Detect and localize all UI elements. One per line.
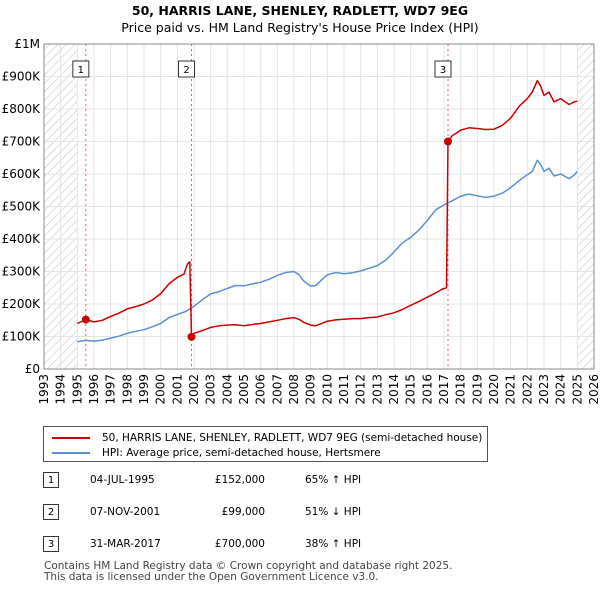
footer-copyright: Contains HM Land Registry data © Crown c… — [44, 560, 453, 572]
x-tick-label: 2010 — [320, 374, 334, 405]
sale-hpi-change: 38% ↑ HPI — [305, 538, 362, 550]
sale-badge-box — [72, 60, 90, 78]
sale-point — [81, 315, 90, 324]
x-tick-label: 2011 — [337, 374, 351, 405]
sale-badge-label: 1 — [78, 65, 84, 76]
x-tick-label: 2016 — [420, 374, 434, 405]
sale-price: £99,000 — [221, 506, 265, 518]
x-tick-label: 1996 — [87, 374, 101, 405]
x-tick-label: 2006 — [254, 374, 268, 405]
sale-badge-box — [178, 60, 195, 78]
x-tick-label: 2022 — [520, 374, 534, 405]
legend-label-property: 50, HARRIS LANE, SHENLEY, RADLETT, WD7 9… — [102, 432, 483, 444]
x-tick-label: 2004 — [220, 374, 234, 405]
x-tick-label: 2021 — [504, 374, 518, 405]
sale-date: 04-JUL-1995 — [90, 474, 155, 486]
table-row: 3 31-MAR-2017 £700,000 38% ↑ HPI — [43, 536, 563, 554]
chart-subtitle: Price paid vs. HM Land Registry's House … — [121, 20, 478, 35]
x-tick-label: 2000 — [154, 374, 168, 405]
sale-date: 07-NOV-2001 — [90, 506, 161, 518]
sale-price: £152,000 — [214, 474, 265, 486]
x-tick-label: 1995 — [70, 374, 84, 405]
sale-point — [187, 332, 196, 341]
x-tick-label: 2003 — [204, 374, 218, 405]
y-tick-label: £800K — [2, 102, 42, 116]
legend-swatch-property — [52, 437, 90, 439]
sale-number-badge: 2 — [43, 504, 59, 520]
sale-date: 31-MAR-2017 — [90, 538, 161, 550]
x-tick-label: 2026 — [587, 374, 600, 405]
y-tick-label: £600K — [2, 167, 42, 181]
y-tick-label: £500K — [2, 200, 42, 214]
x-tick-label: 2015 — [404, 374, 418, 405]
y-tick-label: £0 — [25, 362, 40, 376]
sale-hpi-change: 65% ↑ HPI — [305, 474, 362, 486]
x-tick-label: 2008 — [287, 374, 301, 405]
property-price-line — [76, 79, 578, 338]
legend-item-hpi: HPI: Average price, semi-detached house,… — [52, 446, 381, 460]
x-tick-label: 2001 — [170, 374, 184, 405]
hpi-line — [77, 159, 578, 343]
y-tick-label: £700K — [2, 135, 42, 149]
x-tick-label: 2002 — [187, 374, 201, 405]
x-tick-label: 2005 — [237, 374, 251, 405]
x-tick-label: 2020 — [487, 374, 501, 405]
sale-number-badge: 3 — [43, 536, 59, 552]
legend: 50, HARRIS LANE, SHENLEY, RADLETT, WD7 9… — [43, 426, 488, 462]
y-tick-label: £900K — [2, 70, 42, 84]
sale-badge-label: 3 — [440, 65, 446, 76]
y-tick-label: £400K — [2, 232, 42, 246]
y-tick-label: £300K — [2, 265, 42, 279]
sale-hpi-change: 51% ↓ HPI — [305, 506, 362, 518]
table-row: 1 04-JUL-1995 £152,000 65% ↑ HPI — [43, 472, 563, 490]
plot-frame — [43, 43, 595, 370]
x-tick-label: 1998 — [120, 374, 134, 405]
x-tick-label: 2012 — [354, 374, 368, 405]
x-tick-label: 2017 — [437, 374, 451, 405]
footer-licence: This data is licensed under the Open Gov… — [44, 571, 379, 583]
x-tick-label: 2007 — [270, 374, 284, 405]
footer-attribution: Contains HM Land Registry data © Crown c… — [44, 561, 452, 583]
legend-swatch-hpi — [52, 452, 90, 454]
x-tick-label: 1997 — [104, 374, 118, 405]
sale-number-badge: 1 — [43, 472, 59, 488]
x-tick-label: 2025 — [570, 374, 584, 405]
legend-item-property: 50, HARRIS LANE, SHENLEY, RADLETT, WD7 9… — [52, 431, 482, 445]
sale-badge-label: 2 — [183, 65, 189, 76]
x-tick-label: 1999 — [137, 374, 151, 405]
x-tick-label: 2023 — [537, 374, 551, 405]
legend-label-hpi: HPI: Average price, semi-detached house,… — [102, 447, 381, 459]
x-tick-label: 2024 — [554, 374, 568, 405]
x-tick-label: 2013 — [370, 374, 384, 405]
x-tick-label: 2014 — [387, 374, 401, 405]
x-tick-label: 2019 — [470, 374, 484, 405]
table-row: 2 07-NOV-2001 £99,000 51% ↓ HPI — [43, 504, 563, 522]
x-tick-label: 1994 — [54, 374, 68, 405]
sale-badge-box — [434, 60, 452, 78]
y-tick-label: £1M — [14, 37, 40, 51]
chart-title: 50, HARRIS LANE, SHENLEY, RADLETT, WD7 9… — [132, 3, 468, 18]
x-tick-label: 2018 — [454, 374, 468, 405]
sale-price: £700,000 — [214, 538, 265, 550]
price-chart: 50, HARRIS LANE, SHENLEY, RADLETT, WD7 9… — [2, 3, 600, 405]
y-tick-label: £200K — [2, 297, 42, 311]
x-tick-label: 1993 — [37, 374, 51, 405]
x-tick-label: 2009 — [304, 374, 318, 405]
y-tick-label: £100K — [2, 330, 42, 344]
sale-point — [444, 137, 452, 146]
